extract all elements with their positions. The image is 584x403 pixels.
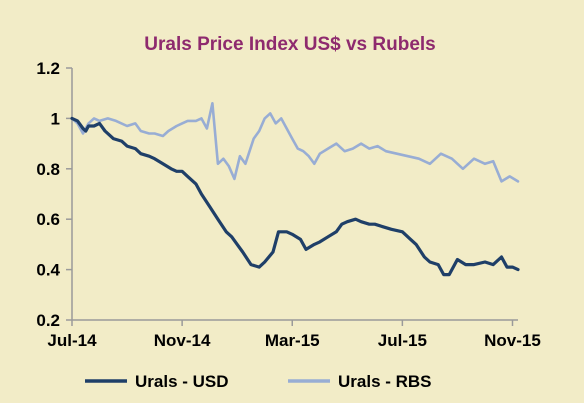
x-tick-label: Nov-15 (484, 331, 541, 350)
chart-title: Urals Price Index US$ vs Rubels (144, 34, 435, 55)
y-tick-label: 0.4 (36, 261, 60, 280)
y-tick-label: 0.2 (36, 311, 60, 330)
series-layer (70, 102, 520, 277)
x-tick-label: Jul-14 (47, 331, 97, 350)
y-tick-label: 0.6 (36, 210, 60, 229)
y-tick-label: 1.2 (36, 59, 60, 78)
series-line-urals-rbs (70, 102, 520, 183)
legend-label: Urals - RBS (338, 372, 432, 391)
y-tick-label: 1 (51, 109, 60, 128)
y-tick-label: 0.8 (36, 160, 60, 179)
x-tick-label: Mar-15 (265, 331, 320, 350)
x-tick-label: Jul-15 (378, 331, 427, 350)
axes: 0.2 0.4 0.6 0.8 1 1.2 Jul-14 Nov-14 Mar-15 Jul-15… (36, 59, 540, 350)
x-tick-label: Nov-14 (154, 331, 211, 350)
legend-item-urals-rbs: Urals - RBS (288, 372, 432, 391)
series-line-urals-usd (70, 116, 520, 277)
legend-label: Urals - USD (135, 372, 229, 391)
legend-item-urals-usd: Urals - USD (85, 372, 229, 391)
legend: Urals - USD Urals - RBS (85, 372, 432, 391)
